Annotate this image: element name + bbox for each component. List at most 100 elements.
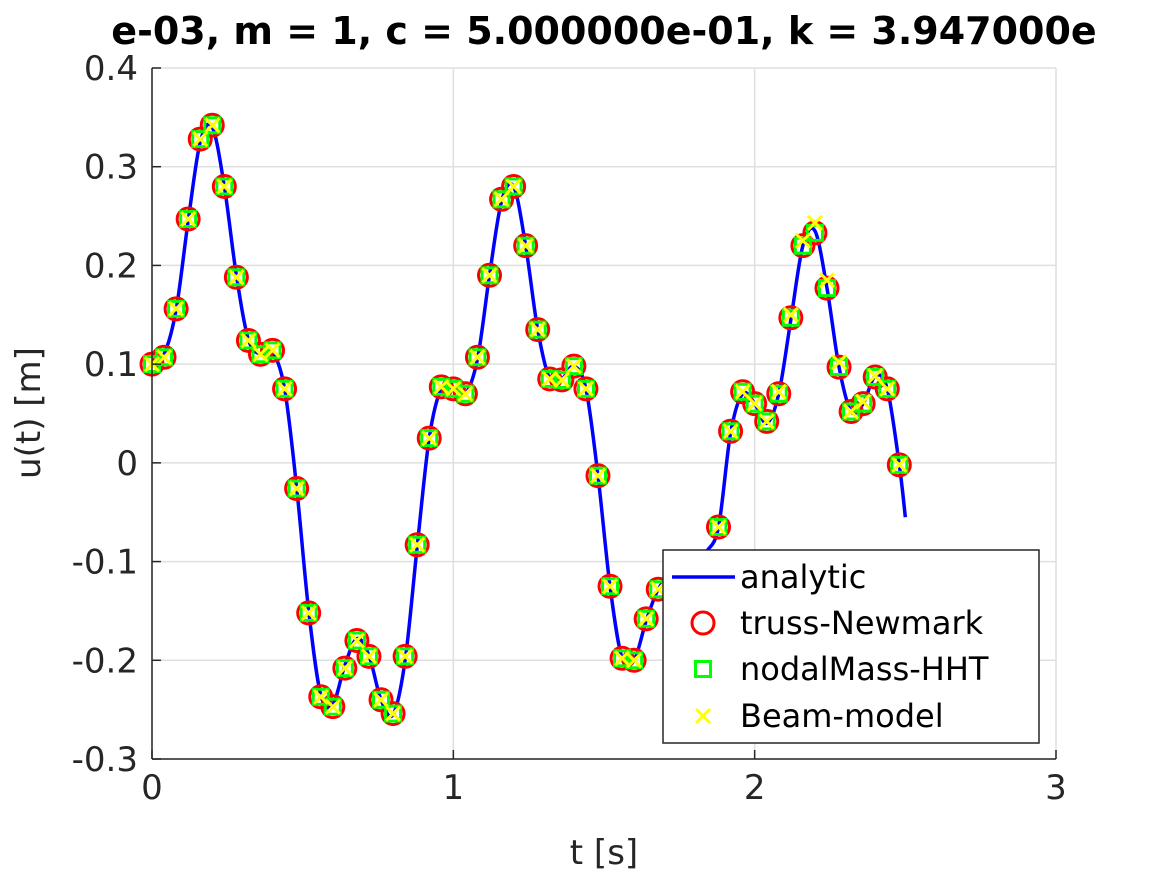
- point-nodalmass-hht: [323, 697, 342, 716]
- point-truss-newmark: [501, 173, 527, 199]
- point-nodalmass-hht: [601, 577, 620, 596]
- legend-label: analytic: [740, 558, 866, 596]
- point-beam-model: [204, 117, 221, 134]
- point-nodalmass-hht: [191, 130, 210, 149]
- point-truss-newmark: [766, 381, 792, 407]
- y-tick-label: -0.2: [72, 641, 138, 681]
- point-beam-model: [855, 393, 872, 410]
- point-truss-newmark: [320, 694, 346, 720]
- point-nodalmass-hht: [203, 116, 222, 135]
- point-truss-newmark: [464, 344, 490, 370]
- point-beam-model: [794, 232, 811, 249]
- point-beam-model: [830, 354, 848, 371]
- legend-label: Beam-model: [740, 697, 944, 735]
- y-tick-label: 0.4: [84, 49, 138, 89]
- point-nodalmass-hht: [468, 348, 487, 367]
- point-truss-newmark: [416, 425, 442, 451]
- point-nodalmass-hht: [721, 422, 740, 441]
- tick-labels: 0 1 2 3 -0.3 -0.2 -0.1 0 0.1 0.2 0.3 0.4: [72, 49, 1067, 808]
- point-beam-model: [324, 698, 341, 715]
- point-truss-newmark: [296, 600, 322, 626]
- point-nodalmass-hht: [757, 412, 776, 431]
- x-tick-label: 0: [141, 768, 163, 808]
- point-truss-newmark: [199, 112, 225, 138]
- legend: analytic truss-Newmark nodalMass-HHT Beam-m…: [662, 549, 1040, 744]
- point-beam-model: [421, 430, 438, 447]
- point-truss-newmark: [718, 418, 744, 444]
- chart-title: e-03, m = 1, c = 5.000000e-01, k = 3.947…: [111, 9, 1096, 53]
- point-truss-newmark: [332, 655, 358, 681]
- point-beam-model: [638, 610, 655, 627]
- point-beam-model: [867, 367, 884, 385]
- point-truss-newmark: [163, 296, 189, 322]
- x-tick-label: 1: [443, 768, 465, 808]
- point-truss-newmark: [272, 376, 298, 402]
- point-beam-model: [264, 342, 281, 359]
- x-axis-label: t [s]: [570, 833, 638, 873]
- point-nodalmass-hht: [805, 223, 824, 242]
- point-truss-newmark: [211, 173, 237, 199]
- point-truss-newmark: [778, 305, 804, 331]
- point-nodalmass-hht: [866, 367, 885, 386]
- point-beam-model: [879, 380, 896, 397]
- legend-symbol-square: [694, 660, 712, 678]
- point-truss-newmark: [175, 206, 201, 232]
- point-nodalmass-hht: [769, 384, 788, 403]
- point-truss-newmark: [874, 376, 900, 402]
- point-truss-newmark: [561, 353, 587, 379]
- point-nodalmass-hht: [215, 177, 234, 196]
- point-beam-model: [385, 705, 402, 722]
- point-truss-newmark: [742, 391, 768, 417]
- point-nodalmass-hht: [540, 369, 559, 388]
- legend-entry: nodalMass-HHT: [694, 650, 989, 688]
- point-nodalmass-hht: [830, 358, 849, 377]
- point-beam-model: [493, 191, 510, 208]
- point-beam-model: [240, 332, 257, 349]
- point-beam-model: [770, 383, 787, 400]
- point-truss-newmark: [886, 452, 912, 478]
- axes: [151, 67, 1057, 760]
- point-nodalmass-hht: [299, 603, 318, 622]
- point-beam-model: [155, 349, 173, 366]
- point-nodalmass-hht: [564, 357, 583, 376]
- legend-symbol-x: [694, 707, 712, 725]
- legend-box: [662, 549, 1040, 744]
- point-beam-model: [288, 480, 305, 497]
- point-nodalmass-hht: [359, 647, 378, 666]
- point-beam-model: [276, 380, 293, 397]
- point-nodalmass-hht: [890, 455, 909, 474]
- y-tick-label: 0.1: [84, 345, 138, 385]
- point-beam-model: [710, 518, 727, 536]
- point-nodalmass-hht: [167, 299, 186, 318]
- point-beam-model: [409, 536, 426, 553]
- point-beam-model: [806, 214, 823, 232]
- point-truss-newmark: [260, 337, 286, 363]
- legend-label: truss-Newmark: [740, 604, 984, 642]
- point-beam-model: [168, 300, 185, 317]
- point-beam-model: [445, 380, 462, 397]
- point-beam-model: [722, 423, 739, 440]
- point-truss-newmark: [597, 573, 623, 599]
- point-beam-model: [469, 349, 486, 366]
- point-nodalmass-hht: [155, 348, 174, 367]
- point-truss-newmark: [284, 476, 310, 502]
- legend-label: nodalMass-HHT: [740, 650, 989, 688]
- point-truss-newmark: [585, 463, 611, 489]
- point-nodalmass-hht: [613, 649, 632, 668]
- point-beam-model: [577, 380, 594, 397]
- point-truss-newmark: [525, 317, 551, 343]
- point-truss-newmark: [706, 514, 732, 540]
- point-nodalmass-hht: [625, 651, 644, 670]
- point-truss-newmark: [404, 532, 430, 558]
- point-beam-model: [505, 178, 522, 195]
- point-nodalmass-hht: [275, 379, 294, 398]
- y-tick-label: -0.1: [72, 543, 138, 583]
- point-beam-model: [782, 306, 799, 323]
- point-nodalmass-hht: [396, 647, 415, 666]
- point-beam-model: [481, 267, 498, 284]
- point-beam-model: [433, 378, 450, 395]
- point-nodalmass-hht: [372, 690, 391, 709]
- point-nodalmass-hht: [408, 535, 427, 554]
